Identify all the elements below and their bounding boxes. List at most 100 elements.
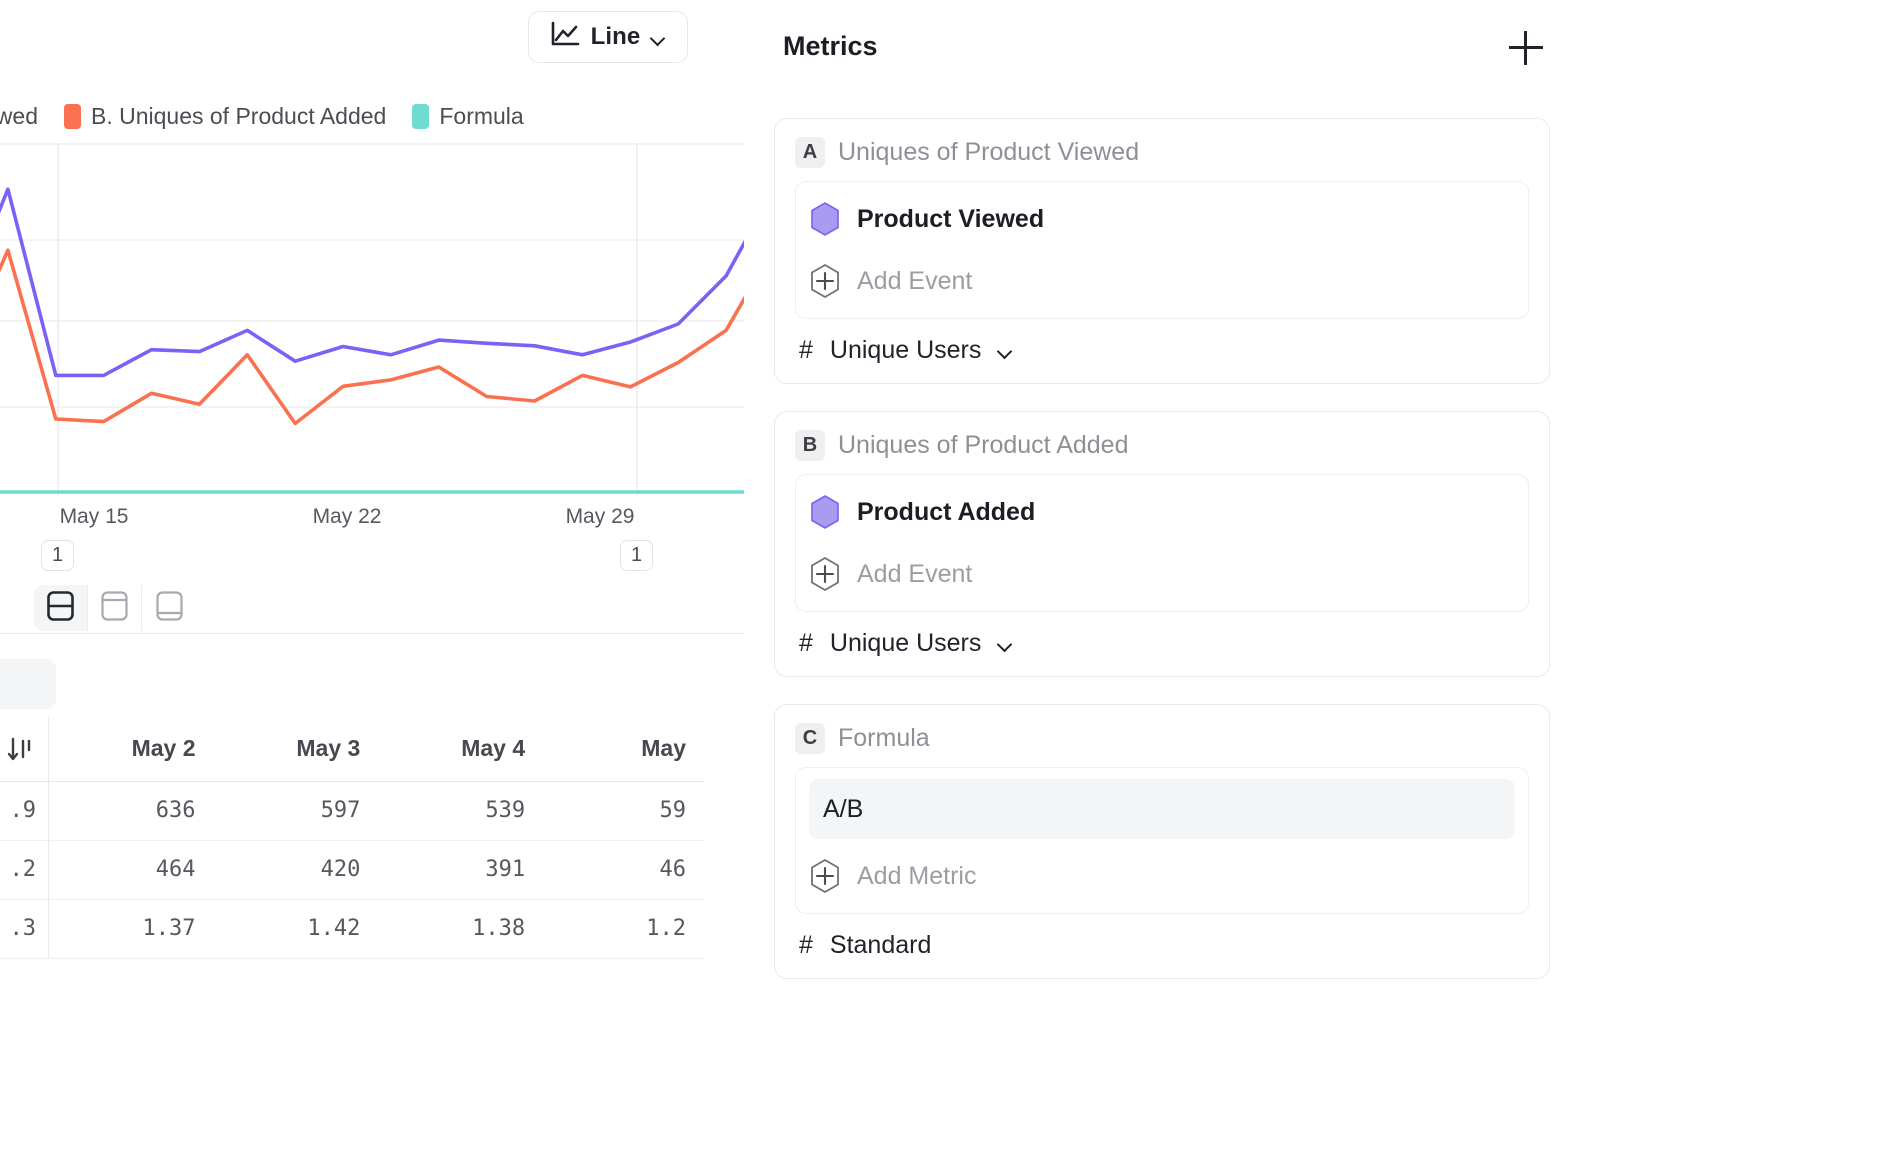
- chart-gridlines: [0, 143, 744, 495]
- table-cell: 1.37: [48, 899, 214, 959]
- table-row-label: .2: [0, 840, 50, 900]
- legend-label-b: B. Uniques of Product Added: [90, 103, 387, 129]
- table-col-header[interactable]: May 4: [378, 717, 544, 782]
- event-hexagon-icon: [811, 202, 839, 236]
- metric-letter-badge: C: [795, 723, 825, 754]
- metric-card-header: C Formula: [795, 723, 1529, 754]
- chart-line-a: [0, 187, 744, 378]
- table-only-icon: [155, 590, 183, 626]
- layout-split-horizontal-button[interactable]: [34, 585, 88, 631]
- table-cell: 636: [48, 781, 214, 841]
- table-cell: 539: [378, 781, 544, 841]
- line-chart-plot: [0, 143, 744, 495]
- metric-card-body: A/B Add Metric: [795, 767, 1529, 914]
- legend-label-a: ewed: [0, 103, 38, 129]
- table-cell: 1.2: [543, 899, 704, 959]
- table-cell: 391: [378, 840, 544, 900]
- event-name: Product Added: [857, 497, 1036, 526]
- measure-selector[interactable]: # Unique Users: [795, 319, 1529, 369]
- table-cell: 1.38: [378, 899, 544, 959]
- metric-card-title[interactable]: Uniques of Product Added: [838, 431, 1129, 459]
- legend-swatch-c: [412, 104, 430, 129]
- metric-card-c: C Formula A/B Add Metric # Standard: [774, 704, 1550, 979]
- chevron-down-icon: [651, 33, 666, 42]
- measure-label: Unique Users: [829, 336, 982, 364]
- table-header-row: May 2 May 3 May 4 May: [0, 717, 704, 782]
- metric-card-title[interactable]: Uniques of Product Viewed: [838, 138, 1140, 166]
- table-body: .9 636 597 539 59.2 464 420 391 46.3 1.37 1.42 1.38…: [0, 781, 704, 959]
- table-col-header[interactable]: May 2: [48, 717, 214, 782]
- table-col-header[interactable]: May 3: [213, 717, 379, 782]
- legend-item-c[interactable]: Formula: [412, 103, 524, 130]
- hash-icon: #: [799, 629, 813, 657]
- chart-only-icon: [101, 590, 128, 626]
- line-chart-icon: [550, 21, 580, 53]
- add-hexagon-icon: [811, 858, 839, 894]
- table-cell: 420: [213, 840, 379, 900]
- data-table: May 2 May 3 May 4 May .9 636 597 539 59.2 464…: [0, 717, 704, 959]
- legend-item-b[interactable]: B. Uniques of Product Added: [63, 103, 387, 130]
- add-hexagon-icon: [811, 263, 839, 299]
- chevron-down-icon: [998, 639, 1013, 648]
- add-label: Add Event: [857, 559, 973, 588]
- metric-card-header: B Uniques of Product Added: [795, 430, 1529, 461]
- sort-descending-icon[interactable]: [0, 717, 50, 782]
- hash-icon: #: [799, 336, 813, 364]
- measure-label: Unique Users: [829, 629, 982, 657]
- event-row[interactable]: Product Added: [809, 481, 1515, 543]
- table-row-label: .3: [0, 899, 50, 959]
- layout-toggle-group: [34, 585, 196, 631]
- legend-item-a[interactable]: ewed: [0, 103, 38, 130]
- table-row: .9 636 597 539 59: [0, 781, 704, 841]
- add-icon[interactable]: [1509, 31, 1543, 65]
- add-metric-button[interactable]: Add Metric: [809, 845, 1515, 907]
- table-cell: 1.42: [213, 899, 379, 959]
- add-event-button[interactable]: Add Event: [809, 543, 1515, 605]
- add-hexagon-icon: [811, 556, 839, 592]
- event-row[interactable]: Product Viewed: [809, 188, 1515, 250]
- layout-chart-only-button[interactable]: [88, 585, 142, 631]
- hash-icon: #: [799, 931, 813, 959]
- metrics-pane: Metrics A Uniques of Product Viewed Produc…: [744, 0, 1898, 1152]
- legend-label-c: Formula: [439, 103, 524, 129]
- table-col-header[interactable]: May: [543, 717, 704, 782]
- add-event-button[interactable]: Add Event: [809, 250, 1515, 312]
- metric-card-header: A Uniques of Product Viewed: [795, 137, 1529, 168]
- event-name: Product Viewed: [857, 204, 1045, 233]
- chart-svg: [0, 143, 744, 495]
- metric-cards-list: A Uniques of Product Viewed Product Viewed…: [774, 118, 1550, 1006]
- table-cell: 597: [213, 781, 379, 841]
- metric-card-b: B Uniques of Product Added Product Added Ad…: [774, 411, 1550, 677]
- event-hexagon-icon: [811, 495, 839, 529]
- measure-selector[interactable]: # Standard: [795, 914, 1529, 964]
- metric-card-a: A Uniques of Product Viewed Product Viewed…: [774, 118, 1550, 384]
- chart-type-label: Line: [590, 23, 641, 50]
- table-row: .2 464 420 391 46: [0, 840, 704, 900]
- page-badge-left[interactable]: 1: [41, 540, 74, 571]
- metric-letter-badge: A: [795, 137, 825, 168]
- chart-x-axis: May 15 May 22 May 29: [0, 505, 744, 539]
- table-row: .3 1.37 1.42 1.38 1.2: [0, 899, 704, 959]
- metrics-panel-title: Metrics: [783, 31, 878, 61]
- chart-series: [0, 187, 744, 494]
- formula-input[interactable]: A/B: [809, 779, 1515, 839]
- legend-swatch-b: [63, 104, 81, 129]
- metric-card-body: Product Added Add Event: [795, 474, 1529, 612]
- chart-type-dropdown[interactable]: Line: [528, 11, 688, 63]
- metric-letter-badge: B: [795, 430, 825, 461]
- chart-legend: ewed B. Uniques of Product Added Formula: [0, 103, 550, 130]
- add-label: Add Event: [857, 266, 973, 295]
- x-tick-label: May 15: [59, 505, 129, 528]
- metric-card-title[interactable]: Formula: [838, 724, 930, 752]
- page-badge-right[interactable]: 1: [620, 540, 653, 571]
- chart-pane: Line ewed B. Uniques of Product Added Fo…: [0, 0, 744, 1152]
- layout-table-only-button[interactable]: [142, 585, 196, 631]
- metric-card-body: Product Viewed Add Event: [795, 181, 1529, 319]
- chart-line-b: [0, 248, 744, 426]
- chevron-down-icon: [998, 346, 1013, 355]
- measure-selector[interactable]: # Unique Users: [795, 612, 1529, 662]
- table-toolbar-chip[interactable]: [0, 659, 56, 709]
- metrics-header: Metrics: [783, 31, 1898, 65]
- split-horizontal-icon: [47, 590, 74, 626]
